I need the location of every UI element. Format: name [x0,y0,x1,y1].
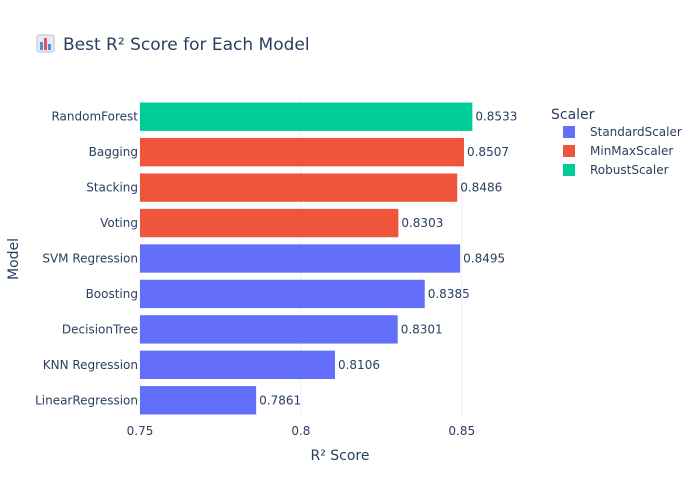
bar[interactable] [140,173,458,202]
chart-title: Best R² Score for Each Model [63,35,310,55]
bar[interactable] [140,208,399,238]
bar[interactable] [140,102,473,131]
data-label: 0.8303 [401,216,443,230]
bars [140,102,473,415]
x-axis-title: R² Score [310,448,369,464]
y-tick-label: LinearRegression [35,393,138,407]
legend-item-label[interactable]: MinMaxScaler [590,144,673,158]
y-tick-label: SVM Regression [42,252,138,266]
data-label: 0.8301 [401,322,443,336]
legend-title: Scaler [551,107,595,123]
y-tick-label: Voting [100,216,138,230]
legend: Scaler StandardScaler MinMaxScaler RobustS… [551,107,682,177]
chart-title-group: Best R² Score for Each Model [36,34,310,55]
legend-item-label[interactable]: StandardScaler [590,125,682,139]
legend-swatch[interactable] [563,164,575,176]
legend-swatch[interactable] [563,145,575,157]
y-tick-label: DecisionTree [62,322,138,336]
y-axis-tick-labels: RandomForest Bagging Stacking Voting SVM Reg… [35,110,138,408]
y-tick-label: Bagging [89,145,138,159]
bar[interactable] [140,386,257,415]
y-tick-label: Stacking [86,181,138,195]
bar[interactable] [140,315,398,344]
bar[interactable] [140,350,335,380]
y-axis-title: Model [6,238,22,280]
data-label: 0.8495 [463,252,505,266]
data-label: 0.8533 [475,110,517,124]
data-label: 0.8486 [460,181,502,195]
legend-swatch[interactable] [563,126,575,138]
y-tick-label: KNN Regression [43,358,138,372]
x-axis-tick-labels: 0.75 0.8 0.85 [127,424,475,438]
legend-item-label[interactable]: RobustScaler [590,163,669,177]
x-tick-label: 0.75 [127,424,154,438]
data-label: 0.8507 [467,145,509,159]
bar-chart-icon [36,34,55,53]
data-label: 0.7861 [259,393,301,407]
data-label: 0.8106 [338,358,380,372]
data-labels: 0.8533 0.8507 0.8486 0.8303 0.8495 0.8385 0.83… [259,110,517,408]
y-tick-label: Boosting [86,287,138,301]
bar[interactable] [140,244,461,273]
x-tick-label: 0.85 [448,424,475,438]
bar[interactable] [140,279,425,309]
x-tick-label: 0.8 [291,424,310,438]
data-label: 0.8385 [428,287,470,301]
bar[interactable] [140,137,464,167]
y-tick-label: RandomForest [51,110,138,124]
